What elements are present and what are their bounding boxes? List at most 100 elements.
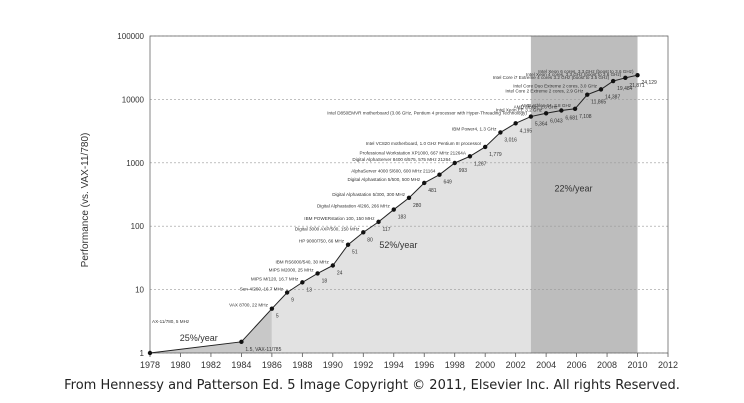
trend-polyline — [149, 74, 638, 354]
value-label: 18 — [322, 278, 328, 284]
x-tick-label: 1978 — [140, 360, 160, 370]
system-label: Professional Workstation XP1000, 667 MHz… — [360, 150, 467, 155]
y-tick-label: 10 — [135, 286, 144, 295]
value-label: 9 — [291, 298, 294, 304]
system-label: Sun-4/260, 16.7 MHz — [240, 287, 284, 292]
data-point — [559, 108, 564, 113]
value-label: 6,681 — [565, 116, 578, 122]
value-label: 183 — [398, 215, 407, 221]
system-label: Digital 3000 AXP/500, 150 MHz — [295, 226, 360, 231]
data-point — [315, 271, 320, 276]
data-point — [391, 207, 396, 212]
value-label: 4,195 — [520, 128, 533, 134]
data-point — [345, 242, 351, 247]
x-tick-label: 2008 — [597, 360, 617, 370]
value-label: 993 — [459, 168, 468, 174]
data-point — [422, 180, 427, 186]
x-tick-label: 2004 — [536, 360, 556, 370]
system-label: MIPS M2000, 25 MHz — [269, 267, 315, 272]
data-point — [528, 114, 534, 119]
value-label: 14,387 — [605, 94, 621, 100]
value-label: 21,871 — [629, 83, 645, 89]
system-label: Intel VC820 motherboard, 1.0 GHz Pentium… — [366, 141, 482, 146]
system-label: IBM Power4, 1.3 GHz — [452, 126, 497, 131]
system-label: VAX 8700, 22 MHz — [229, 303, 268, 308]
data-point — [239, 339, 244, 345]
value-label: 5,364 — [535, 122, 548, 128]
value-label: 1,779 — [489, 152, 502, 158]
data-point — [269, 306, 275, 311]
growth-rate-label: 25%/year — [180, 333, 218, 343]
value-label: 6,043 — [550, 118, 563, 124]
data-point — [467, 154, 473, 159]
value-label: 117 — [383, 227, 391, 233]
value-label: 24,129 — [642, 80, 658, 86]
data-point — [330, 263, 336, 268]
plot-frame — [149, 35, 669, 354]
system-label: Digital Alphastation 5/300, 300 MHz — [332, 192, 405, 197]
data-point — [610, 78, 616, 84]
value-label: 481 — [428, 188, 437, 194]
plot-border — [149, 35, 669, 354]
system-label: HP 9000/750, 66 MHz — [299, 239, 345, 244]
x-tick-label: 1984 — [231, 360, 251, 370]
value-label: 19,484 — [617, 86, 633, 92]
x-tick-labels: 1978 1980 1982 1984 1986 1988 1990 1992 1994 1996… — [140, 360, 678, 370]
value-label: 51 — [352, 250, 358, 256]
system-label: Digital Alphastation 4/266, 266 MHz — [317, 204, 390, 209]
x-tick-label: 1998 — [445, 360, 465, 370]
x-tick-label: 2000 — [475, 360, 495, 370]
data-point — [572, 106, 578, 111]
x-tick-label: 1990 — [323, 360, 343, 370]
data-point — [406, 195, 412, 201]
growth-rate-label: 22%/year — [555, 184, 593, 194]
value-label: 24 — [337, 270, 343, 276]
system-label: Intel D850EMVR motherboard (3.06 GHz, Pe… — [327, 111, 527, 116]
data-point — [361, 230, 366, 235]
growth-rate-labels: 25%/year 52%/year 22%/year — [180, 184, 593, 343]
value-label: 280 — [413, 203, 422, 209]
value-label: 1.5, VAX-11/785 — [245, 347, 281, 353]
data-point — [635, 72, 640, 78]
value-label: 649 — [443, 180, 452, 186]
data-point — [543, 111, 549, 116]
y-tick-label: 1 — [140, 349, 145, 358]
y-tick-label: 1000 — [126, 159, 144, 168]
growth-rate-label: 52%/year — [379, 240, 417, 250]
system-label: Intel Core i7 Extreme 4 cores 3.2 GHz (b… — [493, 75, 610, 80]
system-label: AMD Athlon, 2.6 GHz — [514, 105, 558, 110]
value-label: 7,108 — [579, 114, 592, 120]
x-tick-label: 1982 — [201, 360, 221, 370]
x-tick-label: 1994 — [384, 360, 404, 370]
x-tick-label: 1996 — [414, 360, 434, 370]
data-point — [513, 121, 518, 126]
system-label: AX-11/780, 5 MHz — [152, 319, 190, 324]
data-point — [437, 172, 442, 177]
system-label: Intel Xeon EE 3.2 GHz — [496, 107, 543, 112]
x-tick-label: 1980 — [170, 360, 190, 370]
system-label: IBM RS6000/540, 30 MHz — [275, 259, 329, 264]
y-axis-label: Performance (vs. VAX-11/780) — [80, 133, 91, 268]
data-points — [147, 72, 640, 356]
region-band — [530, 36, 638, 353]
data-point — [147, 350, 153, 356]
x-tick-label: 2006 — [567, 360, 587, 370]
y-tick-label: 100 — [131, 222, 145, 231]
data-point — [482, 144, 488, 150]
x-tick-label: 1988 — [292, 360, 312, 370]
x-tick-label: 2002 — [506, 360, 526, 370]
x-tick-label: 2010 — [628, 360, 648, 370]
system-label: Intel Core Duo Extreme 2 cores, 3.0 GHz — [513, 83, 597, 88]
system-label: Intel Xeon 4 cores, 3.3 GHz (boost to 3.… — [526, 72, 622, 77]
system-label: MIPS M/120, 16.7 MHz — [251, 276, 299, 281]
growth-regions — [150, 36, 638, 353]
data-point — [376, 219, 381, 225]
x-tick-label: 1992 — [353, 360, 373, 370]
data-point — [284, 290, 290, 295]
system-labels: AX-11/780, 5 MHz VAX 8700, 22 MHz Sun-4/26… — [152, 69, 634, 324]
value-label: 1,267 — [474, 161, 487, 167]
value-label: 11,865 — [591, 100, 606, 106]
system-label: AMD Athlon 64, 2.8 GHz — [521, 103, 572, 108]
value-label: 3,016 — [504, 137, 517, 143]
